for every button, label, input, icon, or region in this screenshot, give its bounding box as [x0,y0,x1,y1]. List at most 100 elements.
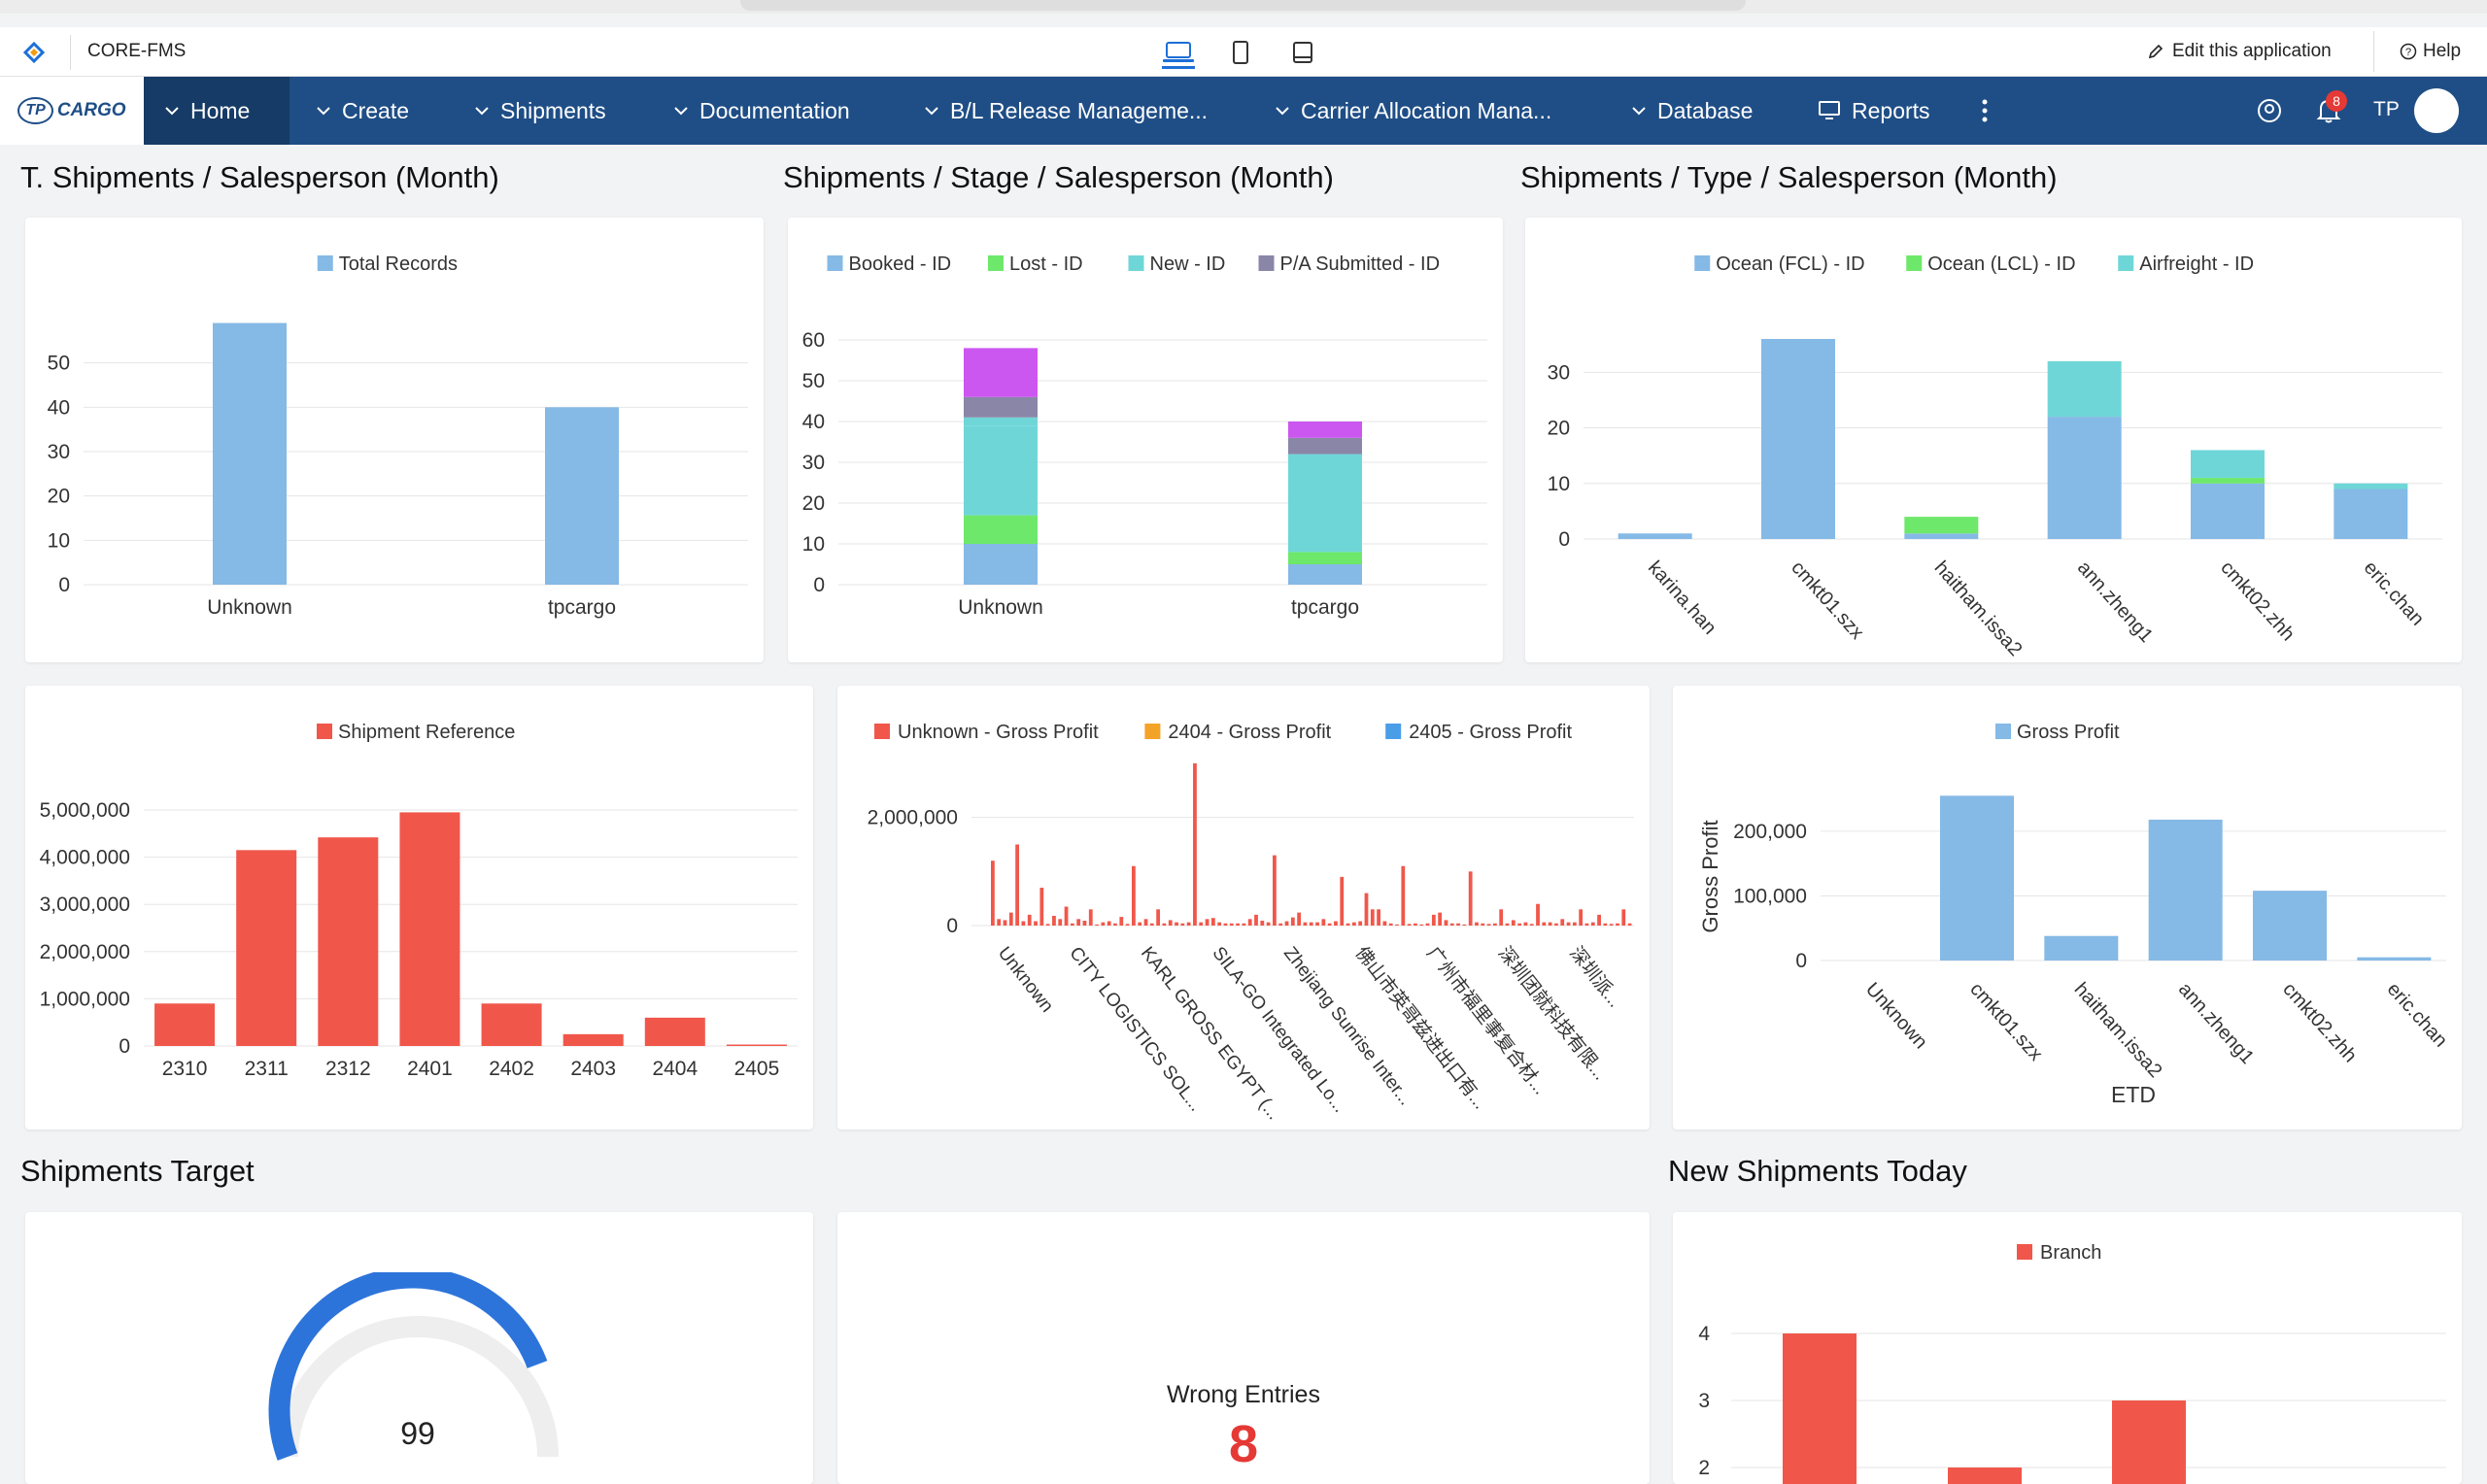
chart-bar [1101,922,1106,926]
chart-bar [1021,921,1026,926]
more-menu-icon[interactable] [1980,77,1990,145]
chart-bar [1125,924,1130,926]
y-tick-label: 20 [802,492,825,515]
chevron-down-icon [1276,107,1289,116]
legend-swatch [1906,255,1923,271]
gauge-fill [268,1272,548,1461]
chart-bar [1370,909,1375,926]
chart-bar [1603,923,1608,926]
browser-address-bar[interactable] [740,0,1746,11]
x-tick-label: tpcargo [548,596,616,619]
y-tick-label: 4 [1698,1323,1710,1345]
x-tick-label: KARL GROSS EGYPT (... [1137,943,1284,1124]
chart-bar [1027,914,1032,926]
chart-bar [1395,924,1399,926]
chart-bar [2253,891,2327,961]
x-tick-label: CITY LOGISTICS SOL... [1065,943,1206,1115]
nav-reports[interactable]: Reports [1819,77,1930,145]
chart-bar [1761,339,1835,539]
chart-bar [1904,517,1979,534]
chart-card-total-shipments: Total Records 0 10 20 30 40 50 Unknown tpcargo [25,218,764,662]
chart-bar [1621,909,1626,926]
legend-item: Ocean (LCL) - ID [1927,253,2075,275]
x-tick-label: cmkt02.zhh [2216,557,2299,646]
chart-bar [1364,893,1369,926]
chart-bar [1210,918,1215,926]
legend-item: Lost - ID [1009,253,1083,275]
shipments-target-card [25,1212,813,1484]
x-tick-label: haitham.issa2 [2070,979,2166,1082]
chart-bar [545,407,619,585]
legend-swatch [2017,1244,2032,1260]
chart-bar [1254,914,1258,926]
chart-bar [1288,462,1362,553]
chart-bar [1554,923,1558,926]
help-button[interactable]: ? Help [2400,41,2461,62]
desktop-view-icon[interactable] [1162,39,1195,69]
chart-bar [1492,923,1497,926]
x-tick-label: tpcargo [1291,596,1359,619]
legend-item: 2405 - Gross Profit [1409,722,1572,743]
chart-bar [1138,922,1142,926]
chart-bar [2112,1400,2186,1484]
chart-bar [1377,909,1380,926]
y-tick-label: 20 [48,486,70,508]
x-tick-label: Unknown [994,943,1057,1016]
chart-bar [1438,912,1443,926]
x-tick-label: SILA-GO Integrated Lo... [1208,943,1349,1117]
nav-carrier-allocation[interactable]: Carrier Allocation Mana... [1276,77,1551,145]
x-tick-label: 深圳派... [1565,943,1625,1012]
chart-bar [1346,923,1350,926]
x-tick-label: haitham.issa2 [1930,557,2027,660]
chart-bar [1064,906,1069,926]
y-tick-label: 1,000,000 [40,988,130,1010]
y-tick-label: 0 [119,1035,130,1058]
mobile-view-icon[interactable] [1286,39,1319,66]
brand-cargo: CARGO [56,100,126,120]
nav-documentation[interactable]: Documentation [674,77,850,145]
y-tick-label: 10 [802,533,825,556]
nav-label: Shipments [500,97,606,123]
chart-bar [1288,422,1362,438]
nav-home[interactable]: Home [144,77,290,145]
nav-shipments[interactable]: Shipments [475,77,606,145]
chart-bar [1217,922,1222,926]
chart-bar [1505,923,1510,926]
y-tick-label: 5,000,000 [40,799,130,822]
divider [2373,31,2374,72]
chart-bar [1143,919,1148,926]
chart-bar [726,1044,787,1046]
chart-bar [2191,478,2265,484]
chart-bar [964,515,1038,544]
avatar[interactable] [2414,88,2459,133]
nav-create[interactable]: Create [317,77,409,145]
app-logo-icon[interactable] [19,39,49,66]
chart-svg: Total Records 0 10 20 30 40 50 Unknown tpcargo [48,253,748,619]
chart-bar [2357,957,2432,961]
edit-application-button[interactable]: Edit this application [2147,41,2332,62]
chart-bar [1566,922,1571,926]
x-tick-label: 2401 [407,1058,453,1080]
y-tick-label: 30 [1548,361,1570,384]
brand-logo[interactable]: TP CARGO [0,77,144,145]
chart-card-gross-profit-customer: Unknown - Gross Profit 2404 - Gross Profi… [837,686,1650,1130]
chart-bar [1015,844,1020,926]
chart-legend: Total Records [317,253,458,275]
chart-bar [997,919,1002,926]
chart-bar [1260,920,1265,926]
chart-legend: Unknown - Gross Profit 2404 - Gross Profi… [874,722,1572,743]
tablet-view-icon[interactable] [1224,39,1257,66]
nav-database[interactable]: Database [1632,77,1753,145]
chart-bar [1456,923,1460,926]
chart-bar [964,425,1038,516]
app-name: CORE-FMS [87,41,187,61]
chart-bar [1334,921,1338,926]
location-icon[interactable] [2256,77,2283,145]
nav-bl-release[interactable]: B/L Release Manageme... [925,77,1208,145]
x-tick-label: cmkt01.szx [1965,979,2046,1065]
nav-label: B/L Release Manageme... [950,97,1209,123]
legend-item: Gross Profit [2017,722,2120,743]
chart-bar [964,348,1038,397]
chart-bar [964,396,1038,418]
chart-bar [1095,924,1099,926]
